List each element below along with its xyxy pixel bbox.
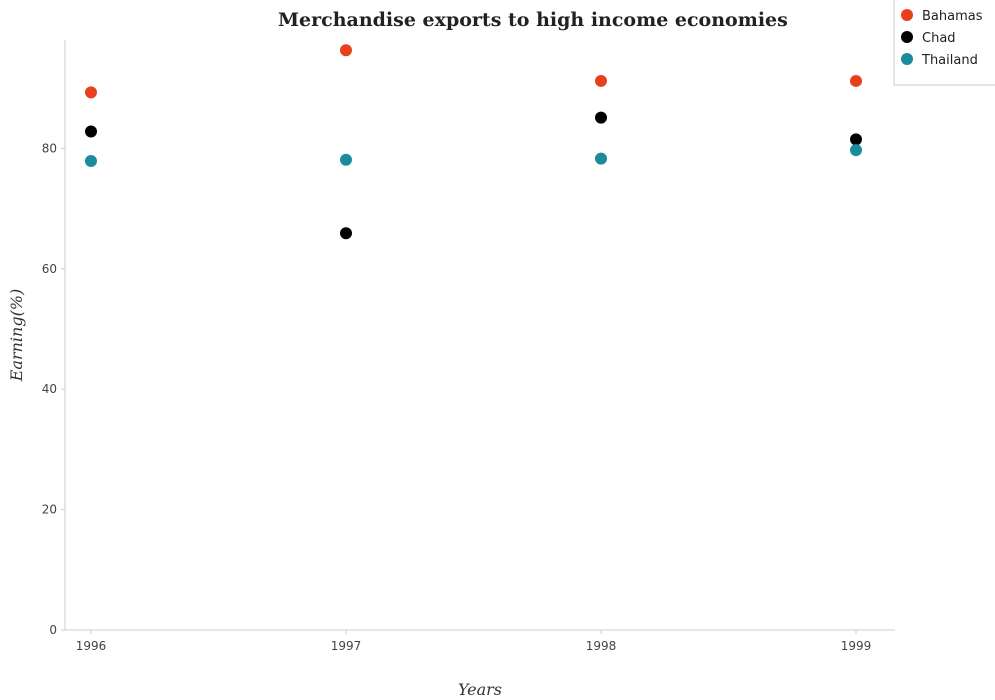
x-tick-label: 1999 [841,639,872,653]
point-thailand-1999 [850,144,862,157]
x-tick-label: 1996 [76,639,107,653]
x-axis-label: Years [458,680,502,699]
x-tick-label: 1997 [331,639,362,653]
legend-label-bahamas: Bahamas [922,9,983,24]
y-tick-label: 40 [42,382,57,396]
y-tick-label: 20 [42,503,57,517]
point-chad-1996 [85,125,97,138]
y-tick-label: 60 [42,262,57,276]
x-ticks: 1996 1997 1998 1999 [76,630,872,653]
data-points [85,44,862,240]
point-thailand-1998 [595,152,607,165]
y-axis-label: Earning(%) [7,289,26,383]
point-chad-1997 [340,227,352,240]
point-bahamas-1999 [850,74,862,87]
point-bahamas-1996 [85,86,97,99]
point-thailand-1997 [340,153,352,166]
x-tick-label: 1998 [586,639,617,653]
y-tick-label: 0 [49,623,57,637]
point-chad-1998 [595,111,607,124]
legend-marker-chad [901,31,913,43]
y-ticks: 0 20 40 60 80 [42,141,65,637]
point-chad-1999 [850,133,862,146]
legend-marker-bahamas [901,9,913,21]
y-tick-label: 80 [42,141,57,155]
legend-marker-thailand [901,53,913,65]
chart-title: Merchandise exports to high income econo… [278,9,788,31]
legend: Bahamas Chad Thailand [893,0,995,86]
plot-area: 0 20 40 60 80 1996 1997 1998 1999 [42,40,895,653]
point-bahamas-1997 [340,44,352,57]
legend-label-chad: Chad [922,31,956,46]
point-bahamas-1998 [595,74,607,87]
legend-label-thailand: Thailand [921,53,978,68]
point-thailand-1996 [85,155,97,168]
